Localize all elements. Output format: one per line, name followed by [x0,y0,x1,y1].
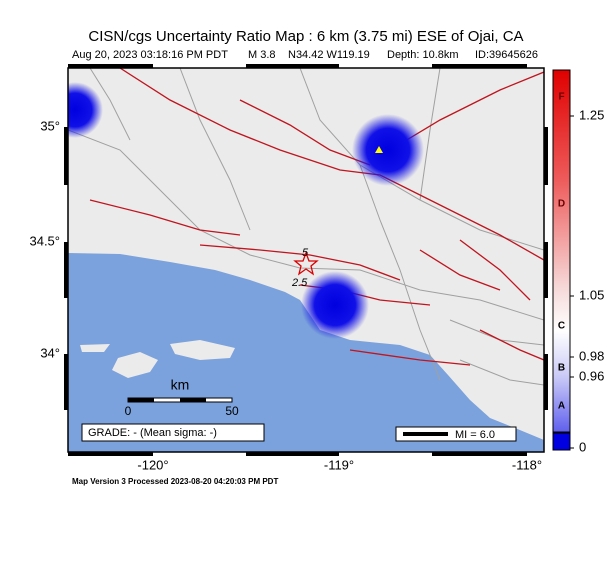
colorbar-letter: B [558,363,565,374]
depth: Depth: 10.8km [387,49,459,61]
event-id: ID:39645626 [475,49,538,61]
contour-label: 2.5 [291,277,308,289]
uncertainty-area [352,114,424,186]
date: Aug 20, 2023 03:18:16 PM PDT [72,49,228,61]
lat-label: 34° [40,345,60,360]
legend-box [395,426,517,442]
island [170,340,235,360]
lon-label: -119° [324,457,354,472]
lat-labels: 35° 34.5° 34° [29,118,60,360]
magnitude: M 3.8 [248,49,276,61]
epicenter [293,251,319,276]
grade: GRADE: - (Mean sigma: -) [88,427,217,439]
colorbar-letter: F [558,92,564,103]
lon-label: -118° [512,457,542,472]
lon-label: -120° [137,457,168,472]
station [375,146,383,153]
scale-bar-segment [180,398,206,402]
contour-label: 5 [302,247,309,259]
title: CISN/cgs Uncertainty Ratio Map : 6 km (3… [88,28,523,45]
scale-unit: km [171,377,190,393]
scale-end: 50 [225,404,239,418]
location: N34.42 W119.19 [288,49,370,61]
uncertainty-area [68,82,103,138]
legend-label: MI = 6.0 [455,429,495,441]
colorbar-tick-label: 0.96 [579,368,604,383]
colorbar-tick-label: 1.05 [579,287,604,302]
island [80,344,110,352]
lon-labels: -120° -119° -118° [137,457,542,472]
colorbar-tick-label: 1.25 [579,107,604,122]
colorbar-letter: C [558,321,565,332]
frame-ticks [64,64,548,456]
colorbar-nodata [552,432,571,451]
map-area: 5 2.5 km 0 50 GRADE: - (Mean sigma: -) M… [68,68,544,452]
footer: Map Version 3 Processed 2023-08-20 04:20… [72,477,278,486]
scale-bar-segment [128,398,154,402]
colorbar-tick-label: 0 [579,439,586,454]
uncertainty-area [301,271,369,339]
lat-label: 35° [40,118,60,133]
colorbar-labels: F D C B A 1.25 1.05 0.98 0.96 0 [558,92,604,455]
subtitle: Aug 20, 2023 03:18:16 PM PDT M 3.8 N34.4… [72,49,538,61]
colorbar-letter: A [558,401,565,412]
lat-label: 34.5° [29,233,60,248]
colorbar-tick-label: 0.98 [579,348,604,363]
colorbar [552,69,571,433]
grade-box [81,423,265,442]
roads [68,68,544,386]
scale-start: 0 [125,404,132,418]
island [112,352,158,378]
colorbar-letter: D [558,199,565,210]
